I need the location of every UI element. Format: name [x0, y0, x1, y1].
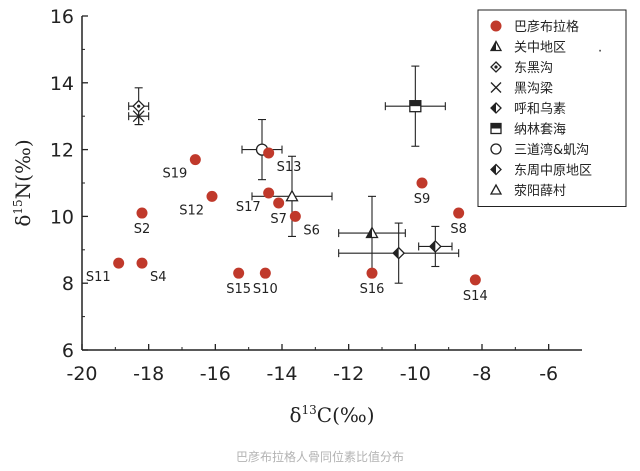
- point-label: S13: [277, 160, 302, 175]
- sample-point: [189, 154, 201, 166]
- point-label: S17: [236, 200, 261, 215]
- point-label: S14: [463, 289, 488, 304]
- square-fill: [409, 100, 421, 107]
- point-label: S12: [179, 203, 204, 218]
- point-label: S7: [270, 212, 287, 227]
- sample-point: [259, 267, 271, 279]
- diamond-dot: [494, 65, 498, 69]
- y-tick-label: 6: [62, 340, 74, 362]
- x-axis-title: δ13C(‰): [289, 403, 374, 427]
- sample-point: [206, 190, 218, 202]
- point-label: S8: [450, 222, 467, 237]
- legend-marker: [490, 82, 502, 93]
- x-tick-label: -16: [200, 363, 231, 385]
- sample-point: [233, 267, 245, 279]
- triangle-marker: [489, 183, 503, 195]
- reference-marker: [409, 100, 422, 113]
- legend-label: 关中地区: [514, 41, 566, 56]
- reference-marker: [285, 189, 299, 202]
- sample-point: [263, 147, 275, 159]
- legend-label: 三道湾&虮沟: [514, 142, 589, 158]
- x-tick-label: -20: [66, 363, 97, 385]
- x-tick-label: -6: [539, 363, 558, 385]
- reference-marker: [428, 240, 442, 253]
- sample-dot: [490, 20, 502, 32]
- legend-label: 荥阳薛村: [514, 184, 566, 199]
- legend-label: 黑沟梁: [514, 82, 553, 97]
- x-tick-label: -14: [266, 363, 297, 385]
- y-tick-label: 16: [50, 6, 74, 28]
- y-tick-label: 10: [50, 206, 74, 228]
- sample-point: [136, 257, 148, 269]
- point-label: S19: [163, 167, 188, 182]
- y-tick-label: 8: [62, 273, 74, 295]
- legend-box: [477, 9, 627, 207]
- point-label: S10: [253, 282, 278, 297]
- point-label: S9: [414, 192, 431, 207]
- square-fill: [491, 123, 501, 129]
- diamond-fill: [429, 240, 436, 252]
- circle-marker: [490, 143, 502, 155]
- reference-marker: [132, 99, 146, 113]
- sample-point: [113, 257, 125, 269]
- sample-point: [273, 197, 285, 209]
- point-label: S11: [86, 270, 111, 285]
- x-tick-label: -18: [133, 363, 164, 385]
- legend-marker: [490, 163, 502, 176]
- scatter-chart: -20 -18 -16 -14 -12 -10 -8 -6 6 8 10 12 14 16 δ13C(‰) δ…: [11, 6, 627, 427]
- legend-marker: [489, 40, 503, 52]
- triangle-marker: [285, 189, 299, 202]
- reference-marker: [132, 110, 145, 123]
- diamond-fill: [491, 103, 496, 113]
- reference-marker: [365, 226, 379, 239]
- diamond-dot: [137, 104, 141, 108]
- legend-label: 巴彦布拉格: [514, 19, 579, 35]
- reference-marker: [392, 246, 406, 260]
- diamond-fill: [491, 164, 496, 175]
- x-tick-label: -12: [333, 363, 364, 385]
- legend-stray-mark: .: [598, 41, 602, 56]
- x-tick-label: -10: [400, 363, 431, 385]
- y-tick-label: 12: [50, 140, 74, 162]
- point-label: S16: [360, 282, 385, 297]
- point-label: S2: [134, 222, 151, 237]
- sample-point: [453, 207, 465, 219]
- legend-label: 东黑沟: [514, 61, 553, 76]
- triangle-fill: [491, 41, 496, 51]
- sample-point: [263, 187, 275, 199]
- y-axis-title: δ15N(‰): [11, 139, 35, 226]
- legend-label: 东周中原地区: [514, 164, 592, 179]
- legend-marker: [490, 61, 502, 73]
- x-tick-label: -8: [473, 363, 492, 385]
- x-stroke: [132, 110, 145, 123]
- triangle-fill: [366, 227, 372, 238]
- legend-marker: [490, 20, 502, 32]
- point-label: S6: [303, 223, 320, 238]
- sample-point: [289, 210, 301, 222]
- point-label: S15: [226, 282, 251, 297]
- y-tick-label: 14: [50, 73, 74, 95]
- diamond-fill: [393, 247, 399, 259]
- sample-point: [366, 267, 378, 279]
- x-stroke: [490, 82, 502, 93]
- legend-marker: [490, 102, 502, 114]
- legend-marker: [490, 122, 502, 135]
- sample-point: [469, 274, 481, 286]
- point-label: S4: [150, 270, 167, 285]
- figure-caption: 巴彦布拉格人骨同位素比值分布: [235, 450, 404, 464]
- legend-marker: [489, 183, 503, 195]
- legend-marker: [490, 143, 502, 155]
- sample-point: [416, 177, 428, 189]
- legend-label: 纳林套海: [514, 122, 566, 138]
- legend-label: 呼和乌素: [514, 101, 566, 117]
- sample-point: [136, 207, 148, 219]
